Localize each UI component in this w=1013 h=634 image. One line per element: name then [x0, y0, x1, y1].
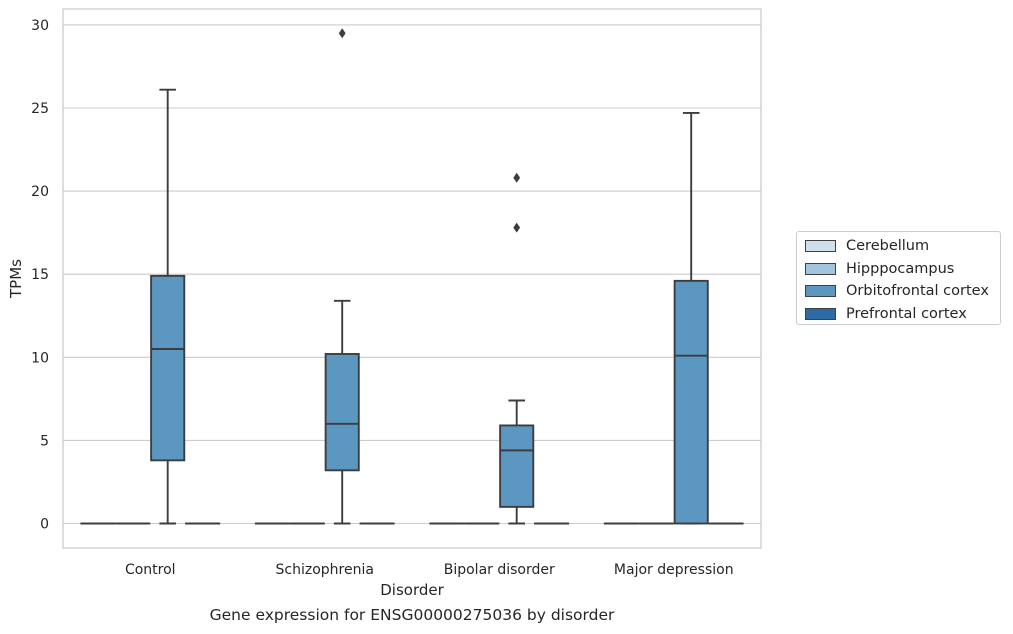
y-tick-label: 25 [31, 101, 49, 117]
y-tick-label: 20 [31, 184, 49, 200]
legend-swatch [805, 307, 836, 320]
tick-labels: 0 5 10 15 20 25 30 Control Schizophrenia Bipolar … [31, 18, 733, 578]
outlier-point [513, 172, 521, 183]
y-tick-label: 10 [31, 350, 49, 366]
y-axis-title: TPMs [7, 259, 25, 299]
x-tick-label: Major depression [614, 562, 734, 578]
x-tick-label: Schizophrenia [276, 562, 374, 578]
outlier-point [513, 222, 521, 233]
legend-item: Hipppocampus [805, 258, 1000, 281]
legend-item: Prefrontal cortex [805, 303, 1000, 326]
x-axis-title: Disorder [380, 581, 444, 599]
iqr-box [150, 274, 186, 462]
y-tick-label: 0 [40, 517, 49, 533]
y-tick-label: 5 [40, 433, 49, 449]
box-orbitofrontal-cortex [324, 28, 360, 525]
box-orbitofrontal-cortex [673, 112, 709, 525]
y-tick-label: 30 [31, 18, 49, 34]
legend-label: Prefrontal cortex [846, 305, 967, 322]
iqr-box [324, 353, 360, 472]
legend-label: Cerebellum [846, 238, 930, 255]
box-series [80, 28, 744, 525]
plot-frame [62, 8, 762, 549]
legend-label: Hipppocampus [846, 260, 955, 277]
y-tick-label: 15 [31, 267, 49, 283]
x-tick-label: Bipolar disorder [444, 562, 555, 578]
legend-item: Orbitofrontal cortex [805, 280, 1000, 303]
legend-swatch [805, 240, 836, 253]
legend-swatch [805, 285, 836, 298]
x-tick-label: Control [125, 562, 176, 578]
legend-label: Orbitofrontal cortex [846, 283, 989, 300]
box-orbitofrontal-cortex [150, 88, 186, 525]
legend-item: Cerebellum [805, 235, 1000, 258]
outlier-point [338, 28, 346, 39]
chart-caption: Gene expression for ENSG00000275036 by d… [209, 606, 615, 624]
chart-legend: Cerebellum Hipppocampus Orbitofrontal cort… [796, 231, 1001, 325]
legend-swatch [805, 262, 836, 275]
iqr-box [673, 279, 709, 525]
iqr-box [499, 424, 535, 508]
box-orbitofrontal-cortex [499, 172, 535, 525]
